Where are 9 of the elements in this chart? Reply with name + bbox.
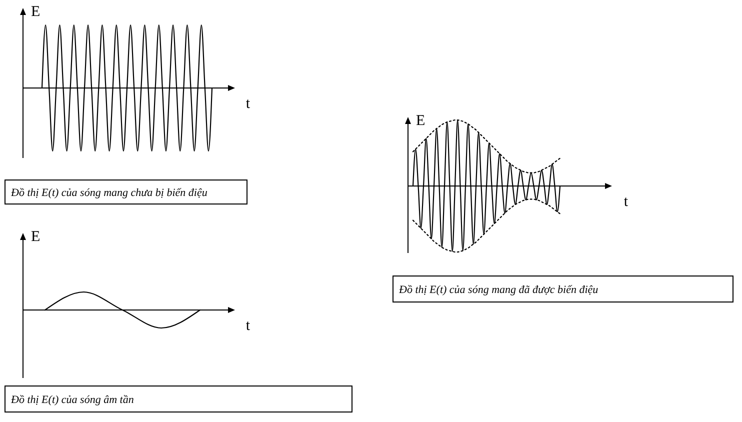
text: Đồ thị E(t) của sóng mang đã được biến điệu — [398, 284, 599, 296]
text: Đồ thị E(t) của sóng âm tần — [10, 394, 134, 406]
text: Đồ thị E(t) của sóng mang chưa bị biến điệu — [10, 187, 208, 199]
x-axis-title: t — [624, 194, 629, 210]
x-axis-title: t — [246, 96, 251, 112]
y-axis-title: E — [31, 229, 40, 245]
y-axis-title: E — [416, 113, 426, 129]
y-axis-title: E — [31, 4, 40, 20]
x-axis-title: t — [246, 318, 251, 334]
